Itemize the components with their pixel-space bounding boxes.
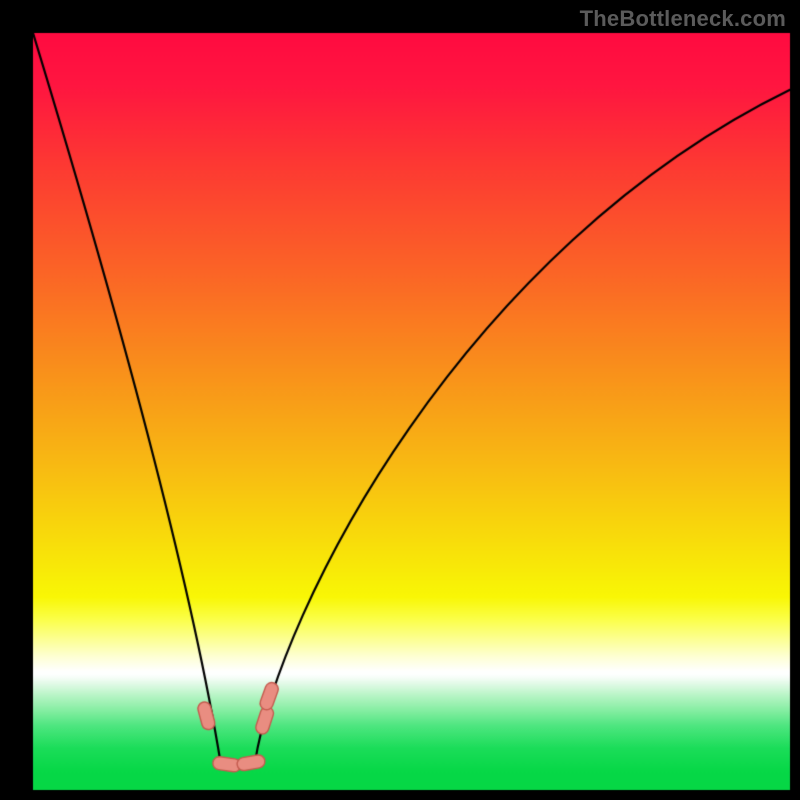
bottleneck-chart — [0, 0, 800, 800]
watermark-text: TheBottleneck.com — [580, 6, 786, 32]
